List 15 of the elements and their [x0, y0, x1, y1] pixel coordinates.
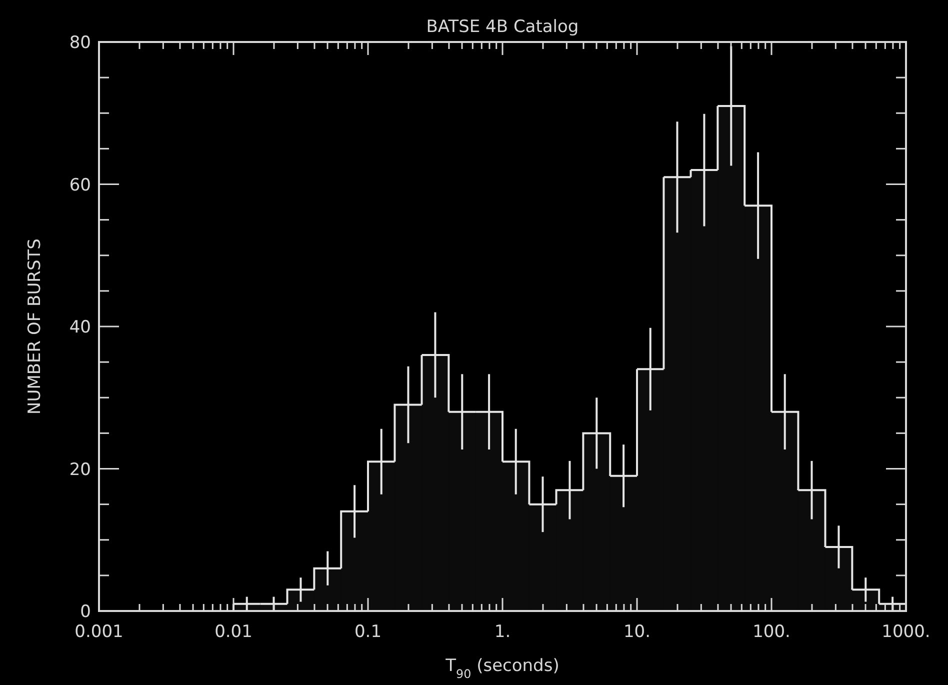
y-tick-label: 40: [69, 318, 91, 338]
y-axis-title: NUMBER OF BURSTS: [25, 238, 45, 414]
y-tick-label: 60: [69, 175, 91, 196]
x-tick-label: 10.: [623, 622, 651, 642]
x-tick-label: 1.: [494, 622, 511, 642]
x-axis-title: T$_{90}$ (seconds): [444, 656, 560, 681]
y-tick-label: 0: [80, 602, 91, 622]
x-tick-label: 0.1: [354, 622, 382, 642]
y-tick-label: 20: [69, 460, 91, 480]
x-tick-label: 0.01: [214, 622, 252, 642]
x-tick-label: 0.001: [74, 622, 124, 642]
x-tick-label: 1000.: [882, 622, 930, 642]
chart-title: BATSE 4B Catalog: [426, 17, 579, 37]
y-tick-label: 80: [69, 33, 91, 53]
x-tick-label: 100.: [752, 622, 790, 642]
